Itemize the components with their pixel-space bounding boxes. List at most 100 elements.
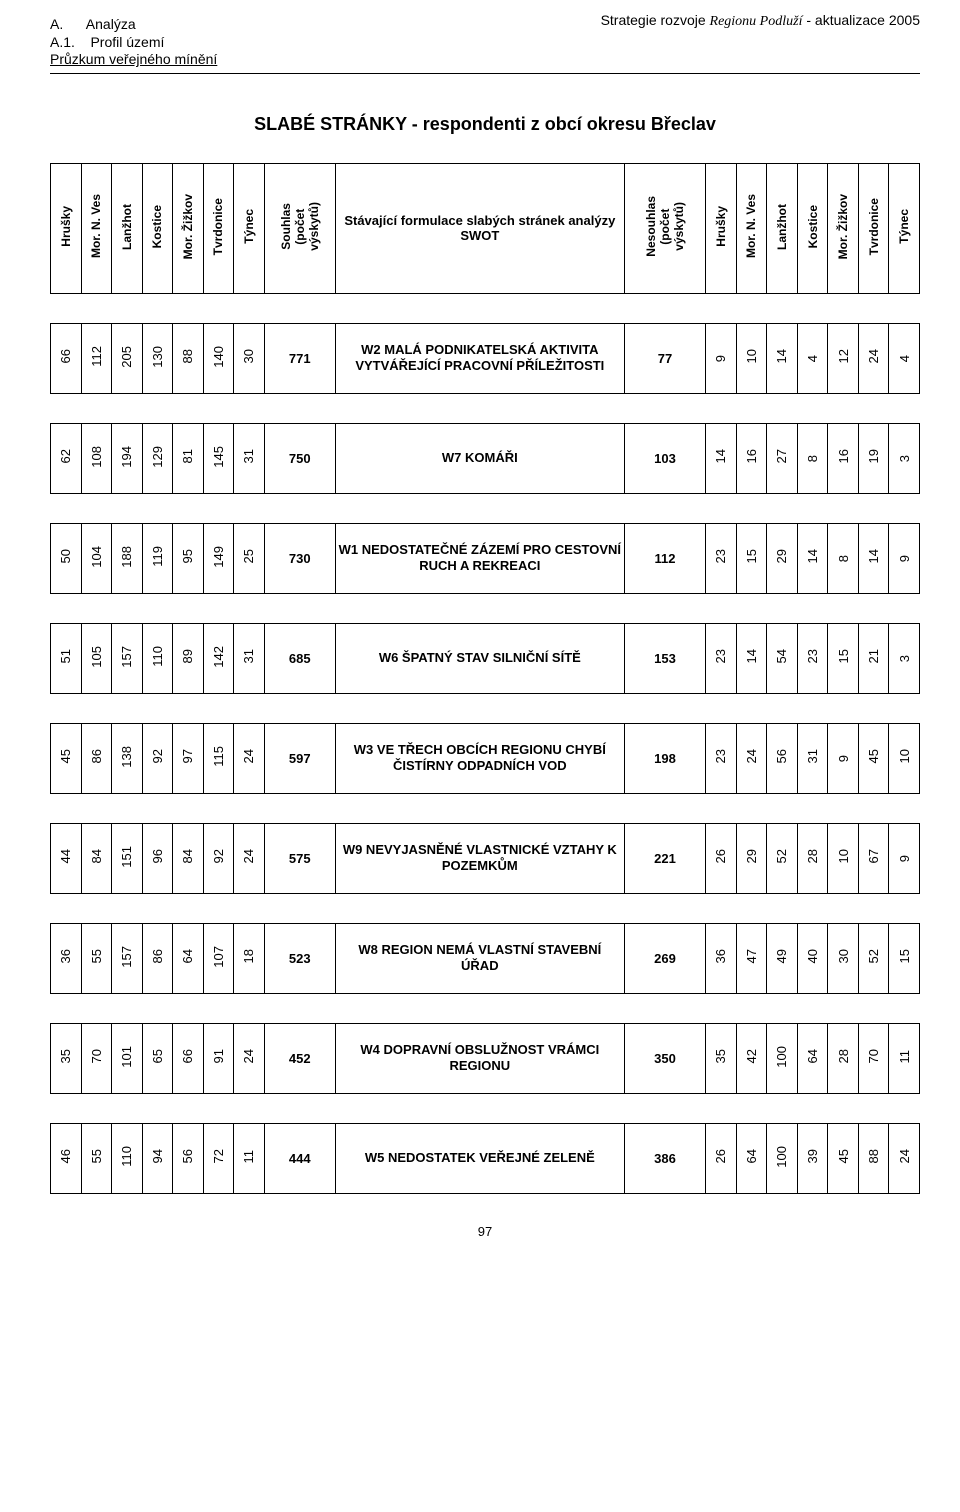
right-value-cell: 9: [889, 523, 920, 593]
right-value-cell: 52: [858, 923, 889, 993]
left-value-cell: 110: [112, 1123, 143, 1193]
left-value-cell: 55: [81, 923, 112, 993]
right-value-cell: 28: [797, 823, 828, 893]
right-value-cell: 9: [828, 723, 859, 793]
data-table: Hrušky Mor. N. Ves Lanžhot Kostice Mor. …: [50, 163, 920, 1194]
right-value-cell: 36: [706, 923, 737, 993]
table-spacer-row: [51, 1093, 920, 1123]
left-value-cell: 138: [112, 723, 143, 793]
left-value-cell: 110: [142, 623, 173, 693]
table-row: 465511094567211444W5 NEDOSTATEK VEŘEJNÉ …: [51, 1123, 920, 1193]
right-value-cell: 24: [736, 723, 767, 793]
sum-left-cell: 575: [264, 823, 335, 893]
right-value-cell: 16: [828, 423, 859, 493]
table-spacer-row: [51, 393, 920, 423]
left-value-cell: 25: [234, 523, 265, 593]
right-value-cell: 45: [828, 1123, 859, 1193]
left-value-cell: 65: [142, 1023, 173, 1093]
table-spacer-row: [51, 693, 920, 723]
sum-left-cell: 452: [264, 1023, 335, 1093]
left-value-cell: 96: [142, 823, 173, 893]
right-value-cell: 3: [889, 423, 920, 493]
right-value-cell: 56: [767, 723, 798, 793]
right-value-cell: 15: [736, 523, 767, 593]
sum-right-cell: 153: [624, 623, 705, 693]
left-value-cell: 70: [81, 1023, 112, 1093]
header-right-region: Regionu Podluží: [710, 14, 803, 29]
left-value-cell: 24: [234, 823, 265, 893]
description-cell: W7 KOMÁŘI: [335, 423, 624, 493]
left-value-cell: 45: [51, 723, 82, 793]
description-cell: W6 ŠPATNÝ STAV SILNIČNÍ SÍTĚ: [335, 623, 624, 693]
table-row: 3655157866410718523W8 REGION NEMÁ VLASTN…: [51, 923, 920, 993]
header-right: Strategie rozvoje Regionu Podluží - aktu…: [601, 12, 920, 30]
right-value-cell: 29: [767, 523, 798, 593]
left-value-cell: 31: [234, 423, 265, 493]
left-value-cell: 24: [234, 1023, 265, 1093]
table-row: 661122051308814030771W2 MALÁ PODNIKATELS…: [51, 323, 920, 393]
colhead-right: Týnec: [889, 163, 920, 293]
right-value-cell: 14: [736, 623, 767, 693]
right-value-cell: 14: [706, 423, 737, 493]
left-value-cell: 149: [203, 523, 234, 593]
left-value-cell: 157: [112, 923, 143, 993]
right-value-cell: 64: [736, 1123, 767, 1193]
left-value-cell: 94: [142, 1123, 173, 1193]
colhead-left: Kostice: [142, 163, 173, 293]
left-value-cell: 205: [112, 323, 143, 393]
right-value-cell: 23: [706, 723, 737, 793]
left-value-cell: 30: [234, 323, 265, 393]
right-value-cell: 8: [797, 423, 828, 493]
left-value-cell: 92: [203, 823, 234, 893]
sum-right-cell: 350: [624, 1023, 705, 1093]
right-value-cell: 30: [828, 923, 859, 993]
table-row: 357010165669124452W4 DOPRAVNÍ OBSLUŽNOST…: [51, 1023, 920, 1093]
colhead-desc: Stávající formulace slabých stránek anal…: [335, 163, 624, 293]
right-value-cell: 47: [736, 923, 767, 993]
table-row: 621081941298114531750W7 KOMÁŘI1031416278…: [51, 423, 920, 493]
sum-right-cell: 112: [624, 523, 705, 593]
left-value-cell: 84: [173, 823, 204, 893]
right-value-cell: 24: [858, 323, 889, 393]
right-value-cell: 14: [767, 323, 798, 393]
left-value-cell: 91: [203, 1023, 234, 1093]
left-value-cell: 62: [51, 423, 82, 493]
table-row: 4586138929711524597W3 VE TŘECH OBCÍCH RE…: [51, 723, 920, 793]
sum-right-cell: 269: [624, 923, 705, 993]
right-value-cell: 88: [858, 1123, 889, 1193]
right-value-cell: 8: [828, 523, 859, 593]
right-value-cell: 14: [797, 523, 828, 593]
right-value-cell: 4: [889, 323, 920, 393]
right-value-cell: 49: [767, 923, 798, 993]
right-value-cell: 10: [828, 823, 859, 893]
header-left-line3: Průzkum veřejného mínění: [50, 51, 920, 69]
colhead-left: Mor. N. Ves: [81, 163, 112, 293]
right-value-cell: 15: [828, 623, 859, 693]
description-cell: W1 NEDOSTATEČNÉ ZÁZEMÍ PRO CESTOVNÍ RUCH…: [335, 523, 624, 593]
left-value-cell: 157: [112, 623, 143, 693]
right-value-cell: 11: [889, 1023, 920, 1093]
sum-left-cell: 523: [264, 923, 335, 993]
left-value-cell: 36: [51, 923, 82, 993]
right-value-cell: 31: [797, 723, 828, 793]
left-value-cell: 56: [173, 1123, 204, 1193]
left-value-cell: 142: [203, 623, 234, 693]
left-value-cell: 88: [173, 323, 204, 393]
right-value-cell: 12: [828, 323, 859, 393]
right-value-cell: 3: [889, 623, 920, 693]
left-value-cell: 66: [51, 323, 82, 393]
left-value-cell: 115: [203, 723, 234, 793]
page-title: SLABÉ STRÁNKY - respondenti z obcí okres…: [50, 114, 920, 135]
left-value-cell: 145: [203, 423, 234, 493]
right-value-cell: 21: [858, 623, 889, 693]
right-value-cell: 9: [706, 323, 737, 393]
colhead-right: Hrušky: [706, 163, 737, 293]
left-value-cell: 51: [51, 623, 82, 693]
left-value-cell: 194: [112, 423, 143, 493]
right-value-cell: 26: [706, 1123, 737, 1193]
left-value-cell: 92: [142, 723, 173, 793]
right-value-cell: 16: [736, 423, 767, 493]
right-value-cell: 10: [889, 723, 920, 793]
table-header-row: Hrušky Mor. N. Ves Lanžhot Kostice Mor. …: [51, 163, 920, 293]
colhead-right: Tvrdonice: [858, 163, 889, 293]
